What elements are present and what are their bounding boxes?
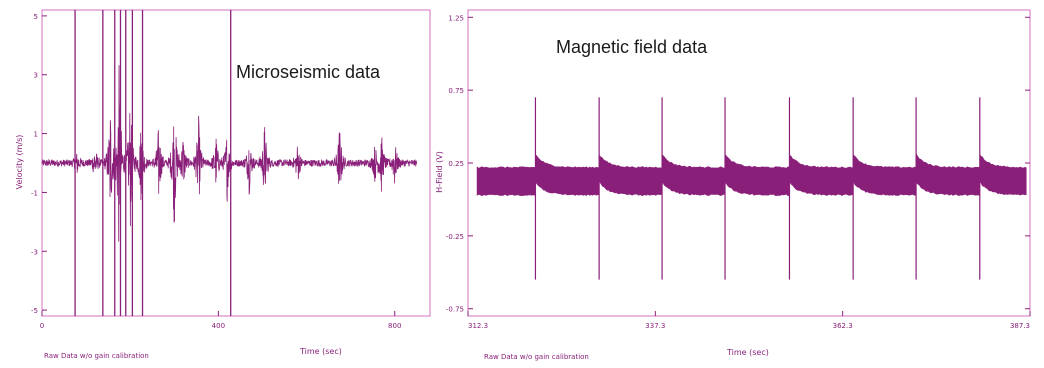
right-overlay-title: Magnetic field data [556, 37, 708, 57]
left-footer-note: Raw Data w/o gain calibration [44, 352, 149, 360]
right-x-tick-label: 362.3 [833, 322, 853, 330]
left-y-tick-label: 5 [34, 13, 38, 21]
left-signal-group [41, 10, 417, 316]
right-footer-note: Raw Data w/o gain calibration [484, 353, 589, 361]
left-x-tick-label: 800 [388, 322, 401, 330]
right-x-tick-label: 337.3 [645, 322, 665, 330]
right-x-axis-label: Time (sec) [726, 348, 769, 357]
right-x-tick-label: 387.3 [1010, 322, 1030, 330]
magnetic-signal-band [476, 166, 536, 197]
left-y-tick-label: -1 [31, 189, 38, 197]
right-y-tick-label: 1.25 [448, 14, 464, 22]
microseismic-waveform [41, 65, 417, 242]
right-y-tick-label: -0.75 [446, 306, 464, 314]
right-axes-group: 1.25 0.75 0.25 -0.25 -0.75 312.3 337.3 362.3 387… [446, 14, 1031, 330]
magnetic-signal-band [979, 153, 1027, 196]
right-signal-group [476, 97, 1027, 280]
left-y-tick-label: 1 [34, 131, 38, 139]
left-axes-group: 5 3 1 -1 -3 -50 400 800 [31, 13, 401, 330]
right-y-tick-label: 0.75 [448, 87, 464, 95]
right-y-axis-label: H-Field (V) [435, 151, 444, 193]
right-y-tick-label: 0.25 [448, 160, 464, 168]
magnetic-field-chart: 1.25 0.75 0.25 -0.25 -0.75 312.3 337.3 362.3 387… [435, 9, 1031, 361]
left-overlay-title: Microseismic data [236, 62, 381, 82]
left-x-tick-label: 400 [212, 322, 225, 330]
right-plot-frame [467, 9, 1031, 317]
left-x-axis-label: Time (sec) [299, 347, 342, 356]
right-x-tick-label: 312.3 [468, 322, 488, 330]
right-y-tick-label: -0.25 [446, 233, 464, 241]
left-y-tick-label: 3 [34, 72, 38, 80]
left-x-tick-label: 0 [40, 322, 44, 330]
microseismic-chart: 5 3 1 -1 -3 -50 400 800 Microseismic data Veloc… [15, 9, 431, 360]
left-y-axis-label: Velocity (m/s) [15, 135, 24, 190]
left-y-tick-label: -3 [31, 248, 38, 256]
left-y-tick-label: -5 [31, 307, 38, 315]
